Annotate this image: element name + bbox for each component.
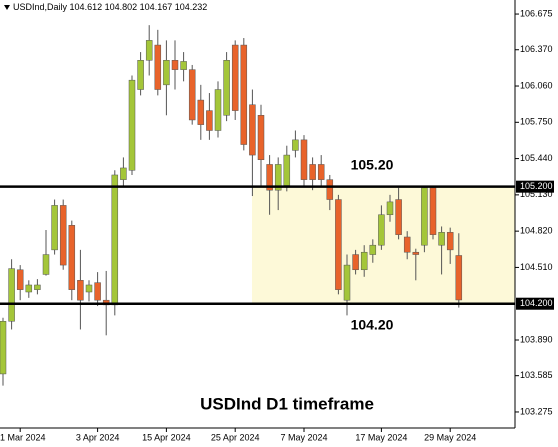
y-tick-label: 103.585 bbox=[520, 370, 553, 380]
y-tick-label: 105.130 bbox=[520, 189, 553, 199]
candle-body bbox=[25, 284, 33, 293]
y-tick-label: 103.890 bbox=[520, 334, 553, 344]
candle-body bbox=[429, 187, 437, 235]
candle-body bbox=[231, 44, 239, 111]
x-tick-label: 7 May 2024 bbox=[280, 432, 327, 442]
y-tick-label: 106.370 bbox=[520, 44, 553, 54]
candle-body bbox=[386, 201, 394, 216]
level-axis-label: 105.200 bbox=[520, 181, 553, 191]
candle-body bbox=[51, 205, 58, 251]
y-tick-label: 105.440 bbox=[520, 153, 553, 163]
candle-body bbox=[0, 321, 7, 375]
y-tick-label: 106.675 bbox=[520, 8, 553, 18]
candle-body bbox=[8, 268, 15, 322]
y-tick-label: 104.820 bbox=[520, 226, 553, 236]
candle-body bbox=[16, 269, 24, 290]
menu-arrow bbox=[4, 5, 10, 10]
candle-body bbox=[249, 104, 256, 156]
candle-body bbox=[68, 225, 76, 290]
candle-body bbox=[163, 60, 170, 86]
candle-body bbox=[145, 40, 153, 61]
candle-body bbox=[171, 60, 179, 70]
candle-body bbox=[283, 154, 291, 186]
level-annotation: 105.20 bbox=[351, 156, 394, 172]
candle-body bbox=[446, 232, 454, 251]
level-tag bbox=[516, 297, 554, 310]
candle-body bbox=[77, 280, 84, 301]
candle-body bbox=[343, 264, 351, 301]
candle-body bbox=[455, 255, 463, 301]
candle-body bbox=[34, 284, 41, 290]
candle-body bbox=[257, 115, 265, 161]
candle-body bbox=[403, 236, 411, 253]
candle-body bbox=[360, 251, 368, 271]
candle-body bbox=[326, 179, 334, 200]
x-tick-label: 21 Mar 2024 bbox=[0, 432, 45, 442]
level-axis-label: 104.200 bbox=[520, 298, 553, 308]
candle-body bbox=[197, 99, 205, 125]
candle-body bbox=[309, 164, 316, 180]
candle-body bbox=[94, 282, 101, 301]
candle-body bbox=[188, 69, 196, 121]
y-tick-label: 104.510 bbox=[520, 262, 553, 272]
candle-body bbox=[42, 254, 50, 275]
candle-body bbox=[214, 89, 222, 131]
high-value: 104.802 bbox=[105, 2, 138, 12]
candle-body bbox=[120, 167, 127, 180]
y-tick-label: 105.750 bbox=[520, 117, 553, 127]
candle-body bbox=[421, 187, 428, 246]
y-tick-label: 103.275 bbox=[520, 406, 553, 416]
candle-body bbox=[223, 60, 230, 116]
chart-title: USDInd D1 timeframe bbox=[200, 394, 374, 413]
x-tick-label: 15 Apr 2024 bbox=[142, 432, 191, 442]
candle-body bbox=[335, 199, 342, 290]
candle-body bbox=[180, 61, 187, 70]
y-tick-label: 106.060 bbox=[520, 80, 553, 90]
candle-body bbox=[154, 44, 162, 90]
candle-body bbox=[111, 174, 119, 306]
candle-body bbox=[352, 254, 359, 271]
candle-body bbox=[85, 284, 93, 293]
candle-body bbox=[137, 60, 144, 90]
plot-area bbox=[0, 25, 515, 386]
candle-body bbox=[206, 110, 213, 131]
candle-body bbox=[438, 232, 445, 246]
candle-body bbox=[412, 251, 420, 255]
candle-body bbox=[59, 205, 67, 266]
candle-body bbox=[300, 139, 308, 180]
candle-body bbox=[378, 214, 385, 246]
candle-body bbox=[292, 139, 299, 151]
x-tick-label: 25 Apr 2024 bbox=[211, 432, 260, 442]
header: USDInd,Daily 104.612 104.802 104.167 104… bbox=[13, 2, 207, 12]
candle-body bbox=[240, 44, 248, 145]
close-value: 104.232 bbox=[175, 2, 208, 12]
candle-body bbox=[128, 79, 136, 171]
candle-body bbox=[317, 164, 325, 180]
candle-body bbox=[274, 164, 282, 191]
candle-body bbox=[395, 199, 402, 235]
x-tick-label: 17 May 2024 bbox=[355, 432, 407, 442]
candle-body bbox=[369, 244, 377, 255]
low-value: 104.167 bbox=[140, 2, 173, 12]
open-value: 104.612 bbox=[70, 2, 103, 12]
level-annotation: 104.20 bbox=[351, 316, 394, 332]
level-tag bbox=[516, 180, 554, 193]
symbol: USDInd,Daily bbox=[13, 2, 68, 12]
candle-body bbox=[266, 164, 273, 191]
x-tick-label: 29 May 2024 bbox=[424, 432, 476, 442]
x-tick-label: 3 Apr 2024 bbox=[76, 432, 120, 442]
